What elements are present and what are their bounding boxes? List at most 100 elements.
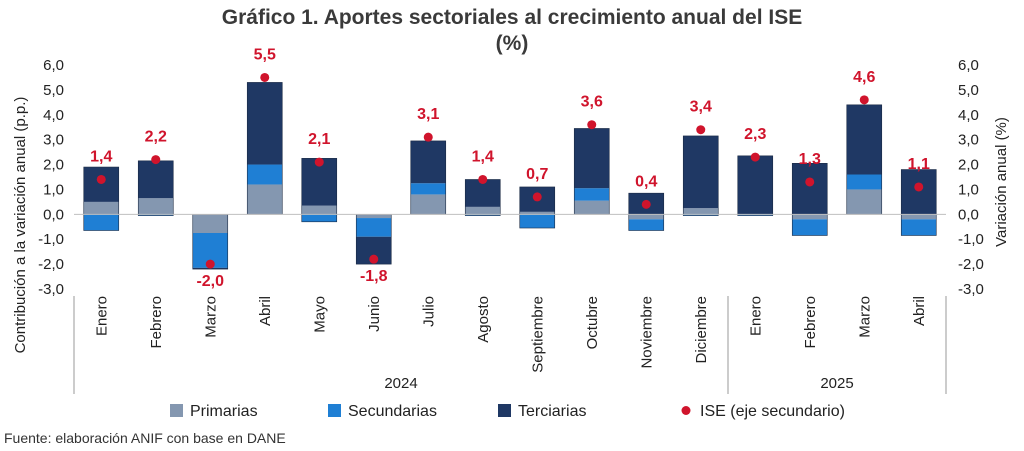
- x-tick-label: Diciembre: [693, 296, 710, 364]
- bar-segment-terciarias: [846, 104, 882, 175]
- y-tick-right: 0,0: [958, 206, 979, 223]
- x-tick-label: Septiembre: [529, 296, 546, 373]
- x-tick-label: Marzo: [202, 296, 219, 338]
- bar-segment-secundarias: [138, 214, 174, 216]
- bar-outline: [791, 163, 828, 236]
- legend: Primarias Secundarias Terciarias ISE (eje s…: [170, 403, 845, 420]
- ise-data-label: 1,4: [472, 148, 494, 165]
- bar-segment-primarias: [683, 208, 719, 215]
- x-tick-label: Febrero: [148, 296, 165, 349]
- ise-data-label: 3,4: [690, 99, 712, 116]
- chart: Gráfico 1. Aportes sectoriales al crecim…: [12, 6, 1010, 420]
- ise-data-label: 1,4: [90, 148, 112, 165]
- bar-segment-terciarias: [792, 163, 828, 215]
- bar-segment-secundarias: [356, 218, 392, 237]
- bar-segment-primarias: [410, 194, 446, 215]
- y-axis-left-title: Contribución a la variación anual (p.p.): [12, 97, 29, 354]
- ise-data-label: 1,3: [799, 151, 821, 168]
- bar-segment-terciarias: [247, 82, 283, 165]
- bar-segment-primarias: [628, 214, 664, 220]
- bar-outline: [83, 166, 120, 231]
- y-tick-right: 1,0: [958, 181, 979, 198]
- legend-label: Primarias: [190, 403, 258, 420]
- x-tick-label: Mayo: [311, 296, 328, 333]
- bar-segment-terciarias: [83, 167, 119, 202]
- legend-label: Secundarias: [348, 403, 437, 420]
- bar-segment-secundarias: [247, 164, 283, 185]
- x-tick-label: Abril: [911, 296, 928, 326]
- bar-segment-secundarias: [410, 183, 446, 195]
- bar-segment-primarias: [138, 198, 174, 215]
- y-tick-left: 3,0: [43, 132, 64, 149]
- ise-data-label: 4,6: [853, 69, 875, 86]
- y-axis-right-title: Variación anual (%): [993, 117, 1010, 247]
- x-axis: Enero Febrero Marzo Abril Mayo Junio Julio Agos…: [73, 296, 947, 394]
- x-tick-label: Octubre: [584, 296, 601, 349]
- ise-data-label: -1,8: [360, 268, 388, 285]
- bar-segment-primarias: [846, 189, 882, 215]
- y-tick-left: 0,0: [43, 206, 64, 223]
- bar-outline: [900, 169, 937, 236]
- bar-segment-secundarias: [628, 219, 664, 231]
- ise-data-label: 0,4: [635, 173, 657, 190]
- x-year-label: 2024: [384, 375, 417, 392]
- ise-data-label: 2,2: [145, 129, 167, 146]
- ise-point: [205, 259, 215, 269]
- ise-points: 1,4 2,2 -2,0 5,5 2,1 -1,8 3,1 1,4 0,7 3,6 0,4 3,4 2,…: [90, 46, 930, 290]
- y-tick-left: 6,0: [43, 57, 64, 74]
- x-tick-label: Febrero: [802, 296, 819, 349]
- y-tick-left: 2,0: [43, 157, 64, 174]
- bar-outline: [519, 186, 556, 229]
- bar-segment-primarias: [301, 205, 337, 215]
- ise-point: [859, 95, 869, 105]
- y-tick-right: -2,0: [958, 256, 984, 273]
- bar-segment-terciarias: [901, 169, 937, 215]
- x-tick-label: Marzo: [856, 296, 873, 338]
- bar-segment-terciarias: [683, 135, 719, 209]
- ise-point: [260, 72, 270, 82]
- ise-data-label: 0,7: [526, 166, 548, 183]
- x-tick-label: Enero: [747, 296, 764, 336]
- y-tick-left: -2,0: [38, 256, 64, 273]
- legend-swatch: [170, 404, 183, 417]
- x-tick-label: Noviembre: [638, 296, 655, 369]
- y-tick-right: -3,0: [958, 281, 984, 298]
- legend-label: ISE (eje secundario): [700, 403, 845, 420]
- bar-segment-terciarias: [465, 179, 501, 207]
- bar-segment-secundarias: [737, 214, 773, 216]
- ise-data-label: 5,5: [254, 46, 276, 63]
- legend-swatch: [681, 406, 691, 415]
- bar-segment-secundarias: [574, 188, 610, 201]
- ise-data-label: -2,0: [196, 273, 224, 290]
- y-axis-right: 6,0 5,0 4,0 3,0 2,0 1,0 0,0 -1,0 -2,0 -3,0: [958, 57, 984, 298]
- bar-segment-secundarias: [83, 214, 119, 231]
- y-tick-left: 1,0: [43, 181, 64, 198]
- ise-point: [151, 155, 161, 165]
- chart-title-line1: Gráfico 1. Aportes sectoriales al crecim…: [222, 6, 802, 29]
- x-tick-label: Julio: [420, 296, 437, 327]
- bar-segment-terciarias: [138, 160, 174, 199]
- bar-segment-primarias: [356, 214, 392, 219]
- ise-point: [478, 174, 488, 184]
- y-tick-left: 4,0: [43, 107, 64, 124]
- y-tick-left: -3,0: [38, 281, 64, 298]
- bars: [83, 82, 937, 270]
- ise-point: [696, 125, 706, 135]
- chart-title-line2: (%): [496, 32, 529, 55]
- bar-segment-secundarias: [792, 219, 828, 236]
- bar-segment-primarias: [247, 184, 283, 215]
- y-tick-left: -1,0: [38, 231, 64, 248]
- ise-point: [532, 192, 542, 202]
- legend-swatch: [498, 404, 511, 417]
- y-tick-right: 2,0: [958, 157, 979, 174]
- ise-point: [805, 177, 815, 187]
- ise-data-label: 2,3: [744, 126, 766, 143]
- x-tick-label: Junio: [366, 296, 383, 332]
- y-axis-left: 6,0 5,0 4,0 3,0 2,0 1,0 0,0 -1,0 -2,0 -3,0: [38, 57, 64, 298]
- bar-segment-terciarias: [737, 155, 773, 215]
- bar-segment-primarias: [574, 200, 610, 215]
- ise-point: [423, 132, 433, 142]
- bar-segment-secundarias: [301, 214, 337, 222]
- ise-point: [369, 254, 379, 264]
- bar-segment-primarias: [192, 214, 228, 233]
